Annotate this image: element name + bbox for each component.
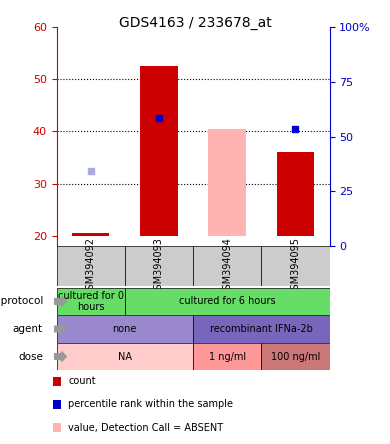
Text: value, Detection Call = ABSENT: value, Detection Call = ABSENT — [68, 423, 223, 432]
Text: count: count — [68, 377, 96, 386]
Text: agent: agent — [13, 324, 43, 334]
Text: GSM394093: GSM394093 — [154, 237, 164, 296]
Text: GSM394095: GSM394095 — [291, 237, 300, 296]
Bar — [125, 246, 193, 286]
Text: cultured for 0
hours: cultured for 0 hours — [58, 291, 124, 312]
Bar — [57, 343, 193, 370]
Bar — [261, 246, 330, 286]
Text: growth protocol: growth protocol — [0, 297, 43, 306]
Bar — [57, 288, 125, 315]
Text: GDS4163 / 233678_at: GDS4163 / 233678_at — [119, 16, 271, 30]
Bar — [193, 343, 261, 370]
Text: GSM394092: GSM394092 — [86, 237, 96, 296]
Text: recombinant IFNa-2b: recombinant IFNa-2b — [210, 324, 313, 334]
Bar — [125, 288, 330, 315]
Text: GSM394094: GSM394094 — [222, 237, 232, 296]
Bar — [208, 129, 246, 236]
Text: NA: NA — [118, 352, 132, 361]
Bar — [57, 315, 193, 343]
Bar — [261, 343, 330, 370]
Bar — [140, 66, 178, 236]
Text: 100 ng/ml: 100 ng/ml — [271, 352, 320, 361]
Bar — [277, 152, 314, 236]
Text: dose: dose — [18, 352, 43, 361]
Bar — [193, 246, 261, 286]
Bar — [57, 246, 125, 286]
Text: percentile rank within the sample: percentile rank within the sample — [68, 400, 233, 409]
Text: 1 ng/ml: 1 ng/ml — [209, 352, 246, 361]
Bar — [72, 234, 110, 236]
Bar — [193, 315, 330, 343]
Text: none: none — [113, 324, 137, 334]
Text: cultured for 6 hours: cultured for 6 hours — [179, 297, 275, 306]
